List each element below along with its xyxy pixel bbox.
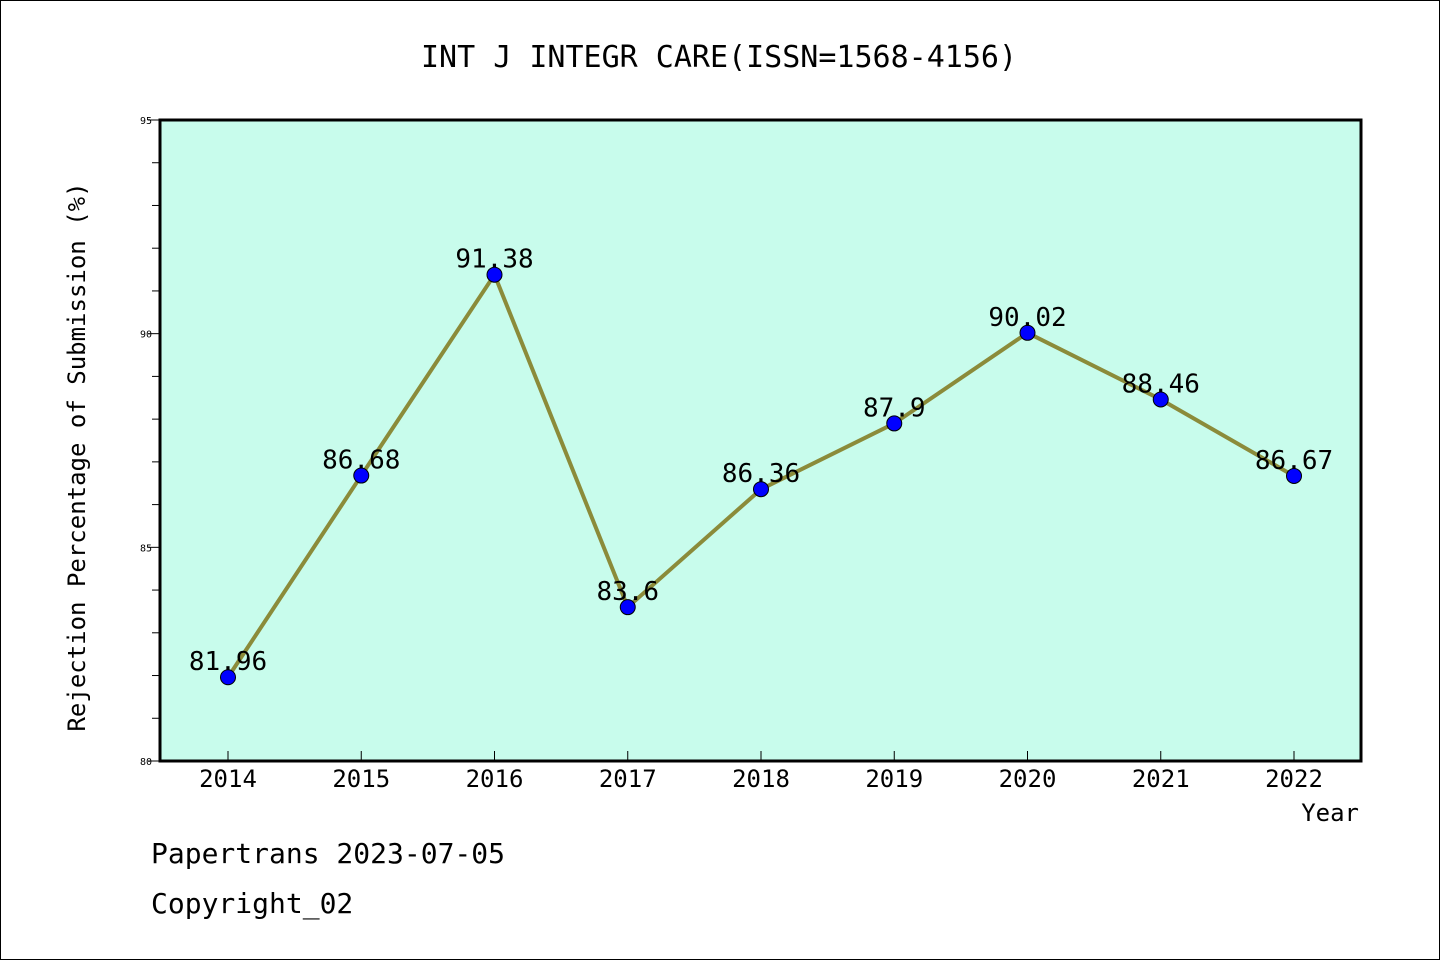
y-axis-label: Rejection Percentage of Submission (%) [63, 182, 91, 731]
x-tick-label: 2022 [1265, 765, 1323, 793]
x-axis-ticks: 2014 2015 2016 2017 2018 2019 2020 2021 2022 [199, 751, 1323, 793]
x-axis-label: Year [1301, 799, 1359, 827]
x-tick-label: 2015 [332, 765, 390, 793]
y-axis-ticks: 80 85 90 95 [140, 116, 160, 768]
data-label: 81.96 [189, 647, 267, 677]
data-label: 90.02 [988, 303, 1066, 333]
data-label: 83.6 [596, 577, 659, 607]
data-point [1286, 467, 1302, 484]
data-point [1019, 324, 1036, 341]
x-tick-label: 2018 [732, 765, 790, 793]
x-tick-label: 2021 [1132, 765, 1190, 793]
data-label: 86.68 [322, 446, 400, 476]
data-point [353, 467, 370, 484]
x-tick-label: 2014 [199, 765, 257, 793]
data-point [1152, 391, 1169, 408]
y-tick-label: 80 [140, 757, 152, 768]
data-point [753, 481, 769, 498]
x-tick-label: 2017 [599, 765, 657, 793]
y-tick-label: 95 [140, 116, 152, 127]
series-layer: 81.96 86.68 91.38 83.6 86.36 87.9 90.02 88.46 86… [189, 245, 1333, 686]
data-label: 86.67 [1255, 446, 1333, 476]
y-tick-label: 85 [140, 543, 152, 554]
data-point [886, 415, 903, 432]
chart-title: INT J INTEGR CARE(ISSN=1568-4156) [421, 40, 1017, 75]
footer-copyright: Copyright_02 [151, 887, 354, 920]
data-point [619, 599, 636, 616]
y-tick-label: 90 [140, 330, 152, 341]
data-point [486, 266, 503, 283]
x-tick-label: 2020 [999, 765, 1057, 793]
data-label: 86.36 [722, 459, 800, 489]
data-label: 91.38 [455, 245, 533, 275]
plot-area [158, 118, 1363, 763]
data-label: 87.9 [863, 393, 926, 423]
data-label: 88.46 [1122, 369, 1200, 399]
x-tick-label: 2016 [466, 765, 524, 793]
footer-source: Papertrans 2023-07-05 [151, 837, 506, 870]
data-point [220, 669, 236, 686]
x-tick-label: 2019 [865, 765, 923, 793]
